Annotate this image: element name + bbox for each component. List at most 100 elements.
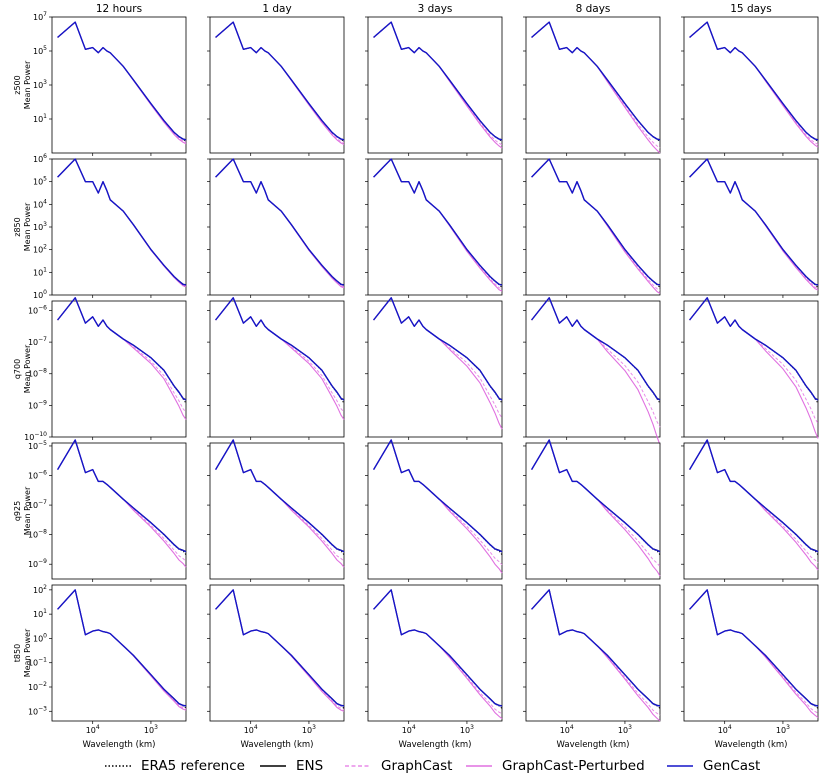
column-title: 12 hours <box>96 3 142 15</box>
panel-frame <box>209 584 345 722</box>
panel-frame <box>51 442 187 580</box>
y-tick-label: 105 <box>33 45 47 56</box>
series-gencast-line <box>215 297 345 401</box>
y-tick-label: 103 <box>33 79 47 90</box>
panel-frame <box>51 158 187 296</box>
series-gencast-line <box>215 21 345 141</box>
legend-label-graphcast-perturbed: GraphCast-Perturbed <box>502 758 645 774</box>
series-gencast-line <box>531 589 661 707</box>
panel-frame <box>683 300 819 438</box>
panel-frame <box>525 16 661 154</box>
series-gencast-line <box>56 439 187 553</box>
y-axis-label: z500 Mean Power <box>13 60 32 109</box>
x-tick-label: 104 <box>718 724 732 735</box>
legend-swatch-graphcast <box>345 765 371 767</box>
y-tick-label: 10−8 <box>28 368 47 379</box>
x-tick-label: 103 <box>302 724 316 735</box>
y-tick-label: 10−8 <box>28 529 47 540</box>
legend-item-ens: ENS <box>260 754 323 778</box>
series-gencast-line <box>373 158 503 286</box>
y-tick-label: 10−3 <box>28 705 47 716</box>
series-gencast-line <box>372 439 503 553</box>
legend-label-gencast: GenCast <box>703 758 761 774</box>
y-tick-label: 10−10 <box>24 431 47 442</box>
panel-frame <box>209 16 345 154</box>
series-gencast-line <box>215 158 345 286</box>
y-axis-label-line: q925 <box>13 501 22 521</box>
panel-frame <box>367 158 503 296</box>
series-gencast-line <box>689 21 819 141</box>
series-gencast-line <box>373 21 503 141</box>
legend-swatch-gencast <box>667 765 693 767</box>
column-title: 15 days <box>730 3 771 15</box>
column-title: 3 days <box>418 3 453 15</box>
panel-frame <box>51 584 187 722</box>
panel-frame <box>525 158 661 296</box>
panel-frame <box>683 16 819 154</box>
y-tick-label: 10−5 <box>28 440 47 451</box>
panel-frame <box>525 300 661 438</box>
panel-frame <box>51 300 187 438</box>
y-tick-label: 102 <box>33 244 47 255</box>
panel-frame <box>51 16 187 154</box>
series-gencast-line <box>531 297 661 401</box>
panel-frame <box>367 300 503 438</box>
legend-label-graphcast: GraphCast <box>381 758 453 774</box>
panel-frame <box>209 442 345 580</box>
series-gencast-line <box>531 21 661 141</box>
y-tick-label: 107 <box>33 11 47 22</box>
series-gencast-line <box>57 589 187 707</box>
series-gencast-line <box>689 589 819 707</box>
column-title: 8 days <box>576 3 611 15</box>
x-axis-label: Wavelength (km) <box>83 740 156 750</box>
legend-item-graphcast-perturbed: GraphCast-Perturbed <box>466 754 645 778</box>
x-axis-label: Wavelength (km) <box>557 740 630 750</box>
y-axis-label-line: t850 <box>13 644 22 662</box>
y-tick-label: 101 <box>33 608 47 619</box>
legend-item-gencast: GenCast <box>667 754 760 778</box>
y-axis-label: z850 Mean Power <box>13 202 32 251</box>
y-tick-label: 102 <box>33 584 47 595</box>
series-gencast-line <box>530 439 661 553</box>
y-tick-label: 103 <box>33 221 47 232</box>
y-tick-label: 10−7 <box>28 336 47 347</box>
panel-frame <box>209 158 345 296</box>
legend-label-ens: ENS <box>296 758 324 774</box>
x-tick-label: 103 <box>776 724 790 735</box>
x-tick-label: 104 <box>244 724 258 735</box>
panel-frame <box>367 442 503 580</box>
y-axis-label: q700 Mean Power <box>13 344 32 393</box>
y-tick-label: 100 <box>33 289 47 300</box>
series-gencast-line <box>214 439 345 553</box>
series-gencast-line <box>689 297 819 401</box>
legend-swatch-ens <box>260 765 286 767</box>
y-tick-label: 101 <box>33 113 47 124</box>
y-tick-label: 10−1 <box>28 657 47 668</box>
y-tick-label: 10−7 <box>28 499 47 510</box>
x-tick-label: 103 <box>618 724 632 735</box>
panel-frame <box>525 442 661 580</box>
y-tick-label: 101 <box>33 266 47 277</box>
y-axis-label: q925 Mean Power <box>13 486 32 535</box>
series-gencast-line <box>57 297 187 401</box>
panel-frame <box>683 442 819 580</box>
y-axis-label-line: Mean Power <box>23 60 32 109</box>
x-tick-label: 104 <box>560 724 574 735</box>
legend-item-era5: ERA5 reference <box>105 754 245 778</box>
y-axis-label: t850 Mean Power <box>13 628 32 677</box>
series-gencast-line <box>373 589 503 707</box>
x-tick-label: 104 <box>402 724 416 735</box>
legend-swatch-graphcast-perturbed <box>466 765 492 767</box>
series-gencast-line <box>215 589 345 707</box>
legend: ERA5 reference ENS GraphCast GraphCast-P… <box>0 754 830 778</box>
x-tick-label: 104 <box>86 724 100 735</box>
y-tick-label: 106 <box>33 153 47 164</box>
x-tick-label: 103 <box>144 724 158 735</box>
panel-frame <box>525 584 661 722</box>
panel-frame <box>683 584 819 722</box>
column-title: 1 day <box>262 3 291 15</box>
y-axis-label-line: Mean Power <box>23 202 32 251</box>
series-gencast-line <box>57 21 187 141</box>
y-tick-label: 105 <box>33 176 47 187</box>
y-axis-label-line: Mean Power <box>23 486 32 535</box>
